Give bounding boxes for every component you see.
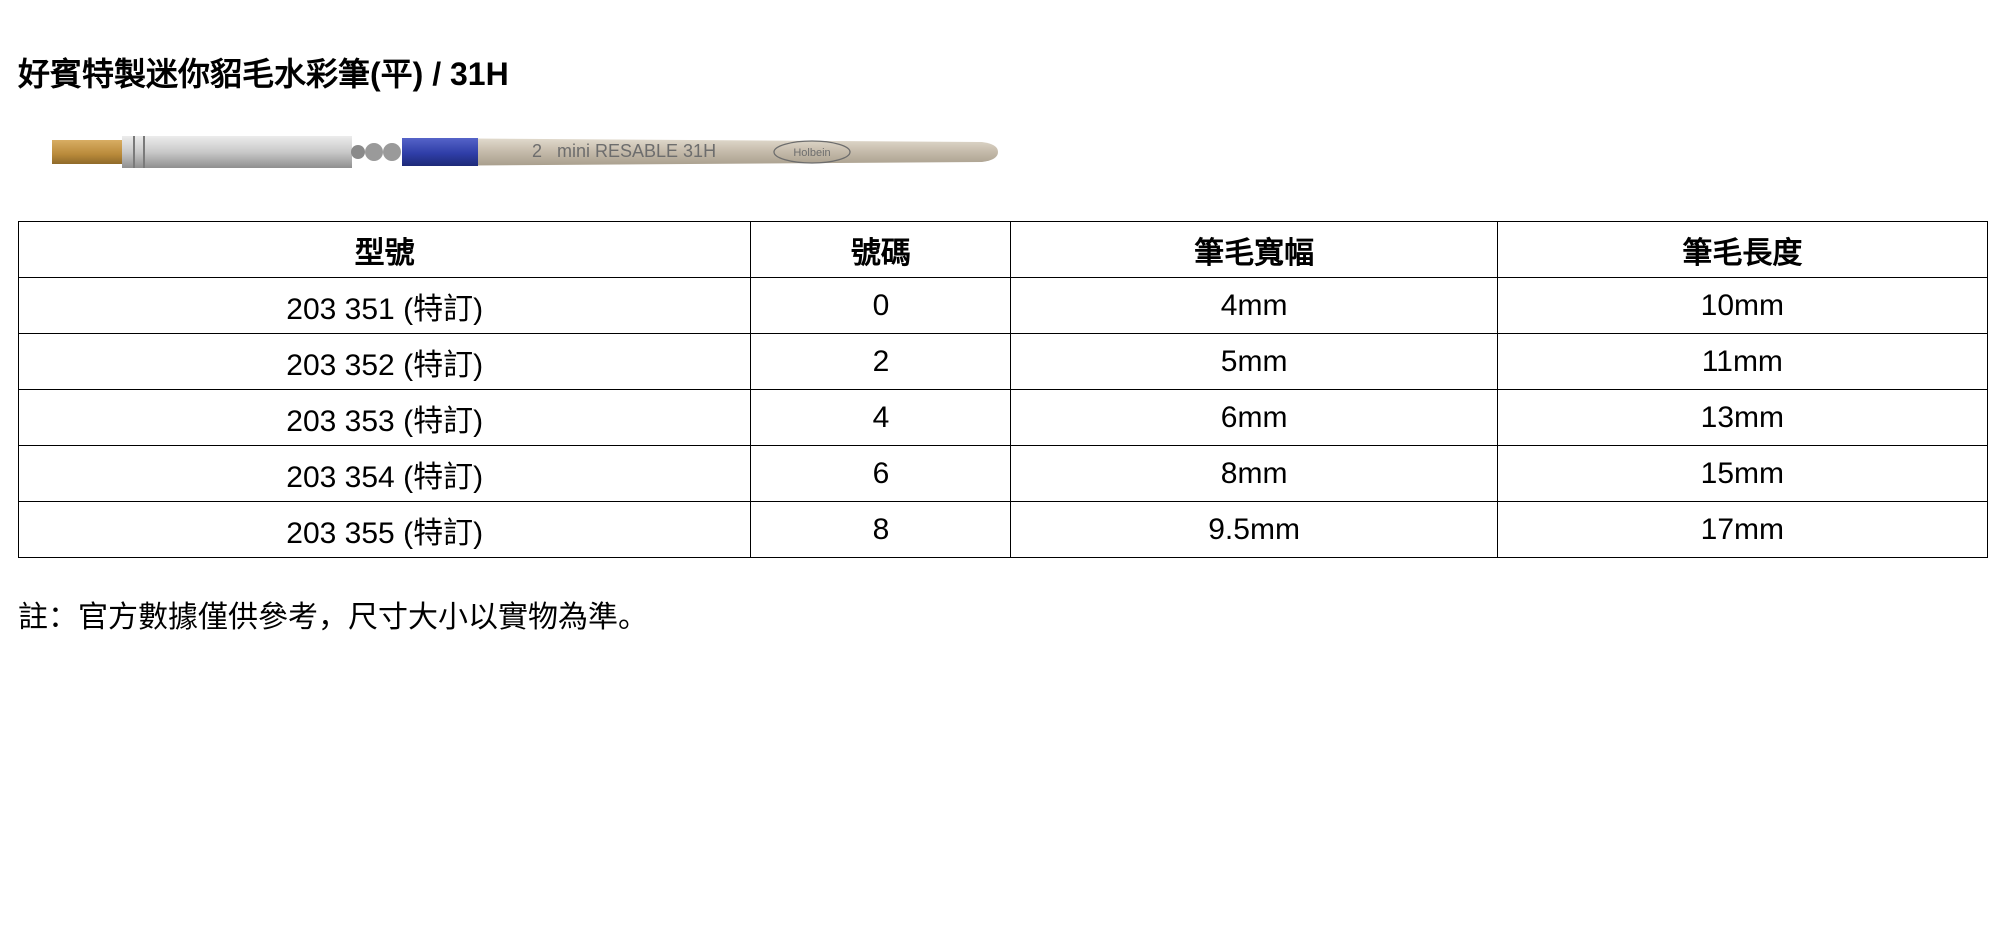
brush-blue-band xyxy=(402,138,478,166)
table-row: 203 352 (特訂) 2 5mm 11mm xyxy=(19,334,1988,390)
cell-number: 6 xyxy=(751,446,1011,502)
table-header-row: 型號 號碼 筆毛寬幅 筆毛長度 xyxy=(19,222,1988,278)
th-width: 筆毛寬幅 xyxy=(1011,222,1497,278)
th-length: 筆毛長度 xyxy=(1497,222,1987,278)
cell-width: 8mm xyxy=(1011,446,1497,502)
brush-imprint-brand: Holbein xyxy=(793,147,830,159)
table-body: 203 351 (特訂) 0 4mm 10mm 203 352 (特訂) 2 5… xyxy=(19,278,1988,558)
cell-length: 13mm xyxy=(1497,390,1987,446)
cell-model: 203 355 (特訂) xyxy=(19,502,751,558)
brush-svg: 2 mini RESABLE 31H Holbein xyxy=(52,123,1002,181)
brush-imprint-model: mini RESABLE 31H xyxy=(557,141,716,161)
cell-number: 8 xyxy=(751,502,1011,558)
cell-length: 11mm xyxy=(1497,334,1987,390)
cell-model: 203 353 (特訂) xyxy=(19,390,751,446)
brush-imprint-number: 2 xyxy=(532,141,542,161)
cell-model: 203 351 (特訂) xyxy=(19,278,751,334)
cell-model: 203 352 (特訂) xyxy=(19,334,751,390)
footnote: 註：官方數據僅供參考，尺寸大小以實物為準。 xyxy=(18,592,1992,636)
cell-length: 17mm xyxy=(1497,502,1987,558)
cell-width: 4mm xyxy=(1011,278,1497,334)
cell-model: 203 354 (特訂) xyxy=(19,446,751,502)
cell-number: 2 xyxy=(751,334,1011,390)
cell-width: 6mm xyxy=(1011,390,1497,446)
cell-number: 4 xyxy=(751,390,1011,446)
brush-illustration: 2 mini RESABLE 31H Holbein xyxy=(52,123,1002,181)
cell-width: 5mm xyxy=(1011,334,1497,390)
spec-table: 型號 號碼 筆毛寬幅 筆毛長度 203 351 (特訂) 0 4mm 10mm … xyxy=(18,221,1988,558)
brush-bristles xyxy=(52,140,122,164)
cell-length: 10mm xyxy=(1497,278,1987,334)
cell-length: 15mm xyxy=(1497,446,1987,502)
cell-width: 9.5mm xyxy=(1011,502,1497,558)
table-row: 203 353 (特訂) 4 6mm 13mm xyxy=(19,390,1988,446)
brush-ferrule xyxy=(122,136,352,168)
page-title: 好賓特製迷你貂毛水彩筆(平) / 31H xyxy=(18,49,1992,95)
table-row: 203 351 (特訂) 0 4mm 10mm xyxy=(19,278,1988,334)
table-row: 203 354 (特訂) 6 8mm 15mm xyxy=(19,446,1988,502)
th-model: 型號 xyxy=(19,222,751,278)
th-number: 號碼 xyxy=(751,222,1011,278)
table-row: 203 355 (特訂) 8 9.5mm 17mm xyxy=(19,502,1988,558)
cell-number: 0 xyxy=(751,278,1011,334)
